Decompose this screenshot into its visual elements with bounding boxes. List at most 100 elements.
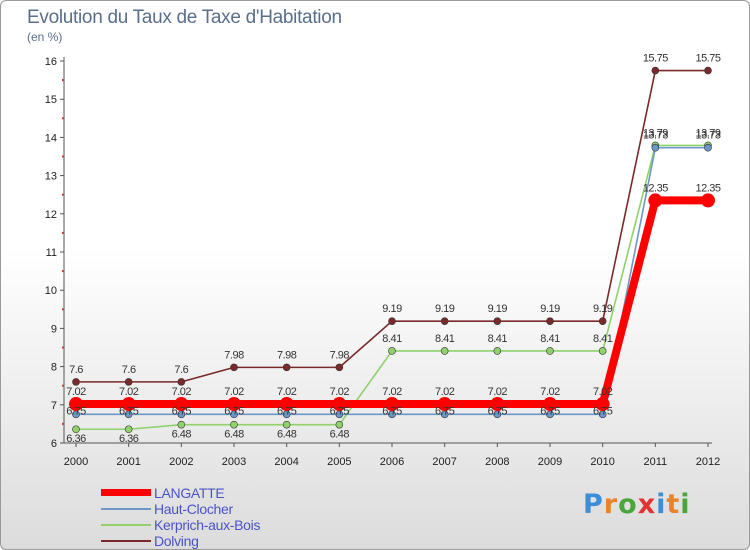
- data-label: 6.75: [540, 405, 560, 417]
- y-tick-label: 8: [51, 362, 57, 374]
- y-minor-tick: [62, 270, 64, 273]
- data-label: 13.73: [695, 130, 720, 142]
- data-point: [388, 317, 396, 325]
- data-label: 6.48: [172, 429, 192, 441]
- logo-letter: o: [618, 489, 638, 520]
- x-tick-label: 2005: [327, 456, 351, 468]
- data-point: [282, 363, 291, 372]
- y-minor-tick: [62, 346, 64, 349]
- data-label: 7.98: [277, 349, 297, 361]
- x-tick-label: 2002: [169, 456, 193, 468]
- data-point: [279, 397, 294, 412]
- legend-swatch-dolving: [101, 540, 151, 542]
- data-label: 6.75: [277, 405, 297, 417]
- x-tick-label: 2006: [380, 456, 404, 468]
- y-tick-label: 13: [45, 171, 57, 183]
- y-minor-tick: [62, 308, 64, 311]
- data-point: [174, 397, 189, 412]
- data-label: 8.41: [593, 333, 613, 345]
- data-label: 6.36: [119, 433, 139, 445]
- logo-letter: t: [666, 489, 681, 520]
- data-point: [230, 363, 238, 372]
- x-tick-label: 2004: [274, 456, 298, 468]
- data-label: 9.19: [488, 303, 508, 315]
- y-minor-tick: [62, 384, 64, 387]
- legend-label-dolving: Dolving: [154, 533, 199, 549]
- logo-letter: x: [637, 489, 657, 520]
- data-point: [493, 317, 502, 325]
- data-label: 8.41: [488, 333, 508, 345]
- data-point: [385, 397, 399, 412]
- data-point: [440, 347, 449, 355]
- data-point: [69, 397, 83, 412]
- data-label: 7.02: [382, 386, 402, 398]
- y-tick-label: 9: [51, 323, 57, 335]
- logo-letter: P: [583, 489, 604, 520]
- data-label: 8.41: [435, 333, 455, 345]
- data-label: 12.35: [695, 182, 720, 194]
- data-label: 7.6: [69, 364, 83, 376]
- data-label: 6.75: [435, 405, 455, 417]
- data-label: 9.19: [435, 303, 455, 315]
- data-label: 7.6: [174, 364, 188, 376]
- legend-label-kerprich: Kerprich-aux-Bois: [154, 517, 261, 533]
- logo-letter: i: [656, 489, 667, 520]
- data-label: 8.41: [540, 333, 560, 345]
- data-label: 7.02: [277, 386, 297, 398]
- x-tick-label: 2001: [116, 456, 140, 468]
- data-point: [335, 363, 344, 372]
- data-label: 7.02: [540, 386, 560, 398]
- data-label: 12.35: [643, 182, 668, 194]
- data-label: 7.02: [330, 386, 350, 398]
- data-label: 6.48: [277, 429, 297, 441]
- x-tick-label: 2010: [590, 456, 614, 468]
- data-point: [282, 420, 291, 429]
- data-point: [648, 193, 663, 208]
- data-point: [227, 397, 241, 412]
- data-point: [72, 378, 80, 386]
- y-tick-label: 7: [51, 400, 57, 412]
- data-label: 6.75: [488, 405, 508, 417]
- data-label: 6.75: [66, 405, 86, 417]
- data-point: [177, 420, 186, 429]
- chart-title: Evolution du Taux de Taxe d'Habitation: [27, 7, 342, 28]
- data-point: [440, 317, 449, 325]
- data-label: 7.02: [66, 386, 86, 398]
- legend-label-haut-clocher: Haut-Clocher: [154, 501, 233, 517]
- data-label: 7.6: [122, 364, 136, 376]
- data-point: [72, 425, 80, 434]
- data-point: [651, 143, 660, 152]
- y-minor-tick: [62, 422, 64, 425]
- data-point: [546, 317, 554, 325]
- data-label: 6.75: [382, 405, 402, 417]
- data-point: [598, 317, 607, 325]
- legend-swatch-langatte: [101, 489, 151, 496]
- data-point: [437, 397, 452, 412]
- y-tick-label: 11: [46, 247, 57, 259]
- data-point: [124, 378, 133, 386]
- y-minor-tick: [62, 155, 64, 158]
- proxiti-logo: Proxiti: [583, 489, 691, 520]
- legend-swatch-haut-clocher: [101, 508, 151, 510]
- data-label: 7.98: [330, 349, 350, 361]
- data-label: 7.98: [224, 349, 244, 361]
- data-point: [546, 347, 554, 355]
- data-point: [388, 347, 396, 355]
- data-label: 13.73: [643, 130, 668, 142]
- data-label: 6.75: [119, 405, 139, 417]
- data-label: 6.75: [593, 405, 613, 417]
- data-point: [332, 397, 347, 412]
- x-tick-label: 2007: [432, 456, 456, 468]
- x-tick-label: 2009: [538, 456, 562, 468]
- data-point: [651, 66, 660, 75]
- y-minor-tick: [62, 117, 64, 120]
- data-label: 13.79: [695, 127, 720, 139]
- data-point: [124, 425, 133, 434]
- data-label: 15.75: [695, 53, 720, 65]
- y-tick-label: 15: [45, 94, 57, 106]
- data-label: 7.02: [119, 386, 139, 398]
- data-label: 7.02: [435, 386, 455, 398]
- unit-label: (en %): [27, 30, 63, 44]
- data-label: 6.75: [172, 405, 192, 417]
